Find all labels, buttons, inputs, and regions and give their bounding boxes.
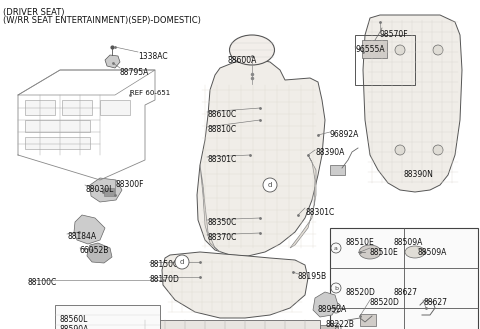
Bar: [55, 305, 160, 329]
Text: 88510E: 88510E: [370, 248, 399, 257]
Text: (W/RR SEAT ENTERTAINMENT)(SEP)-DOMESTIC): (W/RR SEAT ENTERTAINMENT)(SEP)-DOMESTIC): [3, 16, 201, 25]
Text: 88510E: 88510E: [345, 238, 374, 247]
Text: a: a: [334, 245, 338, 250]
Text: d: d: [180, 259, 184, 265]
Text: 88350C: 88350C: [207, 218, 236, 227]
Text: 88300F: 88300F: [115, 180, 144, 189]
Text: 88520D: 88520D: [345, 288, 375, 297]
Text: 88222B: 88222B: [325, 320, 354, 329]
Circle shape: [263, 178, 277, 192]
Polygon shape: [313, 292, 338, 317]
Bar: [360, 314, 376, 326]
Text: 88370C: 88370C: [207, 233, 236, 242]
Text: 88184A: 88184A: [67, 232, 96, 241]
Text: 1338AC: 1338AC: [138, 52, 168, 61]
Text: 88301C: 88301C: [305, 208, 334, 217]
Polygon shape: [105, 55, 120, 68]
Circle shape: [331, 283, 341, 293]
Text: 88170D: 88170D: [149, 275, 179, 284]
Polygon shape: [87, 243, 112, 263]
Text: 98570F: 98570F: [380, 30, 408, 39]
Text: b: b: [334, 286, 338, 291]
Text: 88195B: 88195B: [298, 272, 327, 281]
Circle shape: [331, 243, 341, 253]
Text: 88520D: 88520D: [370, 298, 400, 307]
Bar: [62, 100, 92, 115]
Bar: [362, 40, 387, 58]
Text: 88030L: 88030L: [85, 185, 113, 194]
Text: 96555A: 96555A: [355, 45, 384, 54]
Text: (DRIVER SEAT): (DRIVER SEAT): [3, 8, 64, 17]
Text: d: d: [268, 182, 272, 188]
Polygon shape: [200, 165, 220, 252]
Text: 88952A: 88952A: [318, 305, 347, 314]
Circle shape: [395, 45, 405, 55]
Text: 96892A: 96892A: [330, 130, 360, 139]
Polygon shape: [363, 15, 462, 192]
Text: 88810C: 88810C: [207, 125, 236, 134]
Circle shape: [331, 303, 341, 313]
Bar: [25, 120, 90, 132]
Bar: [100, 100, 130, 115]
Text: 88627: 88627: [423, 298, 447, 307]
Circle shape: [433, 145, 443, 155]
Text: 88390N: 88390N: [404, 170, 434, 179]
Text: 88509A: 88509A: [418, 248, 447, 257]
Text: 88509A: 88509A: [393, 238, 422, 247]
Text: 88600A: 88600A: [228, 56, 257, 65]
Polygon shape: [290, 155, 316, 248]
Ellipse shape: [405, 246, 425, 258]
Text: d: d: [334, 306, 338, 311]
Circle shape: [331, 323, 341, 329]
Bar: [25, 100, 55, 115]
Circle shape: [175, 255, 189, 269]
Text: 88560L: 88560L: [60, 315, 88, 324]
Text: 88610C: 88610C: [207, 110, 236, 119]
Polygon shape: [197, 60, 325, 256]
Ellipse shape: [229, 35, 275, 65]
Polygon shape: [90, 178, 122, 202]
Circle shape: [395, 145, 405, 155]
Ellipse shape: [359, 245, 381, 259]
Text: 66052B: 66052B: [80, 246, 109, 255]
Bar: [104, 188, 114, 196]
Bar: [120, 320, 320, 329]
Bar: [330, 228, 478, 329]
Text: 88627: 88627: [393, 288, 417, 297]
Text: 88590A: 88590A: [60, 325, 89, 329]
Bar: [355, 35, 415, 85]
Text: 88301C: 88301C: [207, 155, 236, 164]
Circle shape: [433, 45, 443, 55]
Text: c: c: [334, 325, 338, 329]
Polygon shape: [74, 215, 105, 244]
Text: 88795A: 88795A: [120, 68, 149, 77]
Bar: [25, 137, 90, 149]
Text: REF 60-651: REF 60-651: [130, 90, 170, 96]
Text: 88100C: 88100C: [28, 278, 57, 287]
Bar: [330, 165, 345, 175]
Text: 88390A: 88390A: [315, 148, 344, 157]
Bar: [320, 325, 338, 329]
Text: 88150C: 88150C: [149, 260, 178, 269]
Polygon shape: [162, 252, 308, 318]
